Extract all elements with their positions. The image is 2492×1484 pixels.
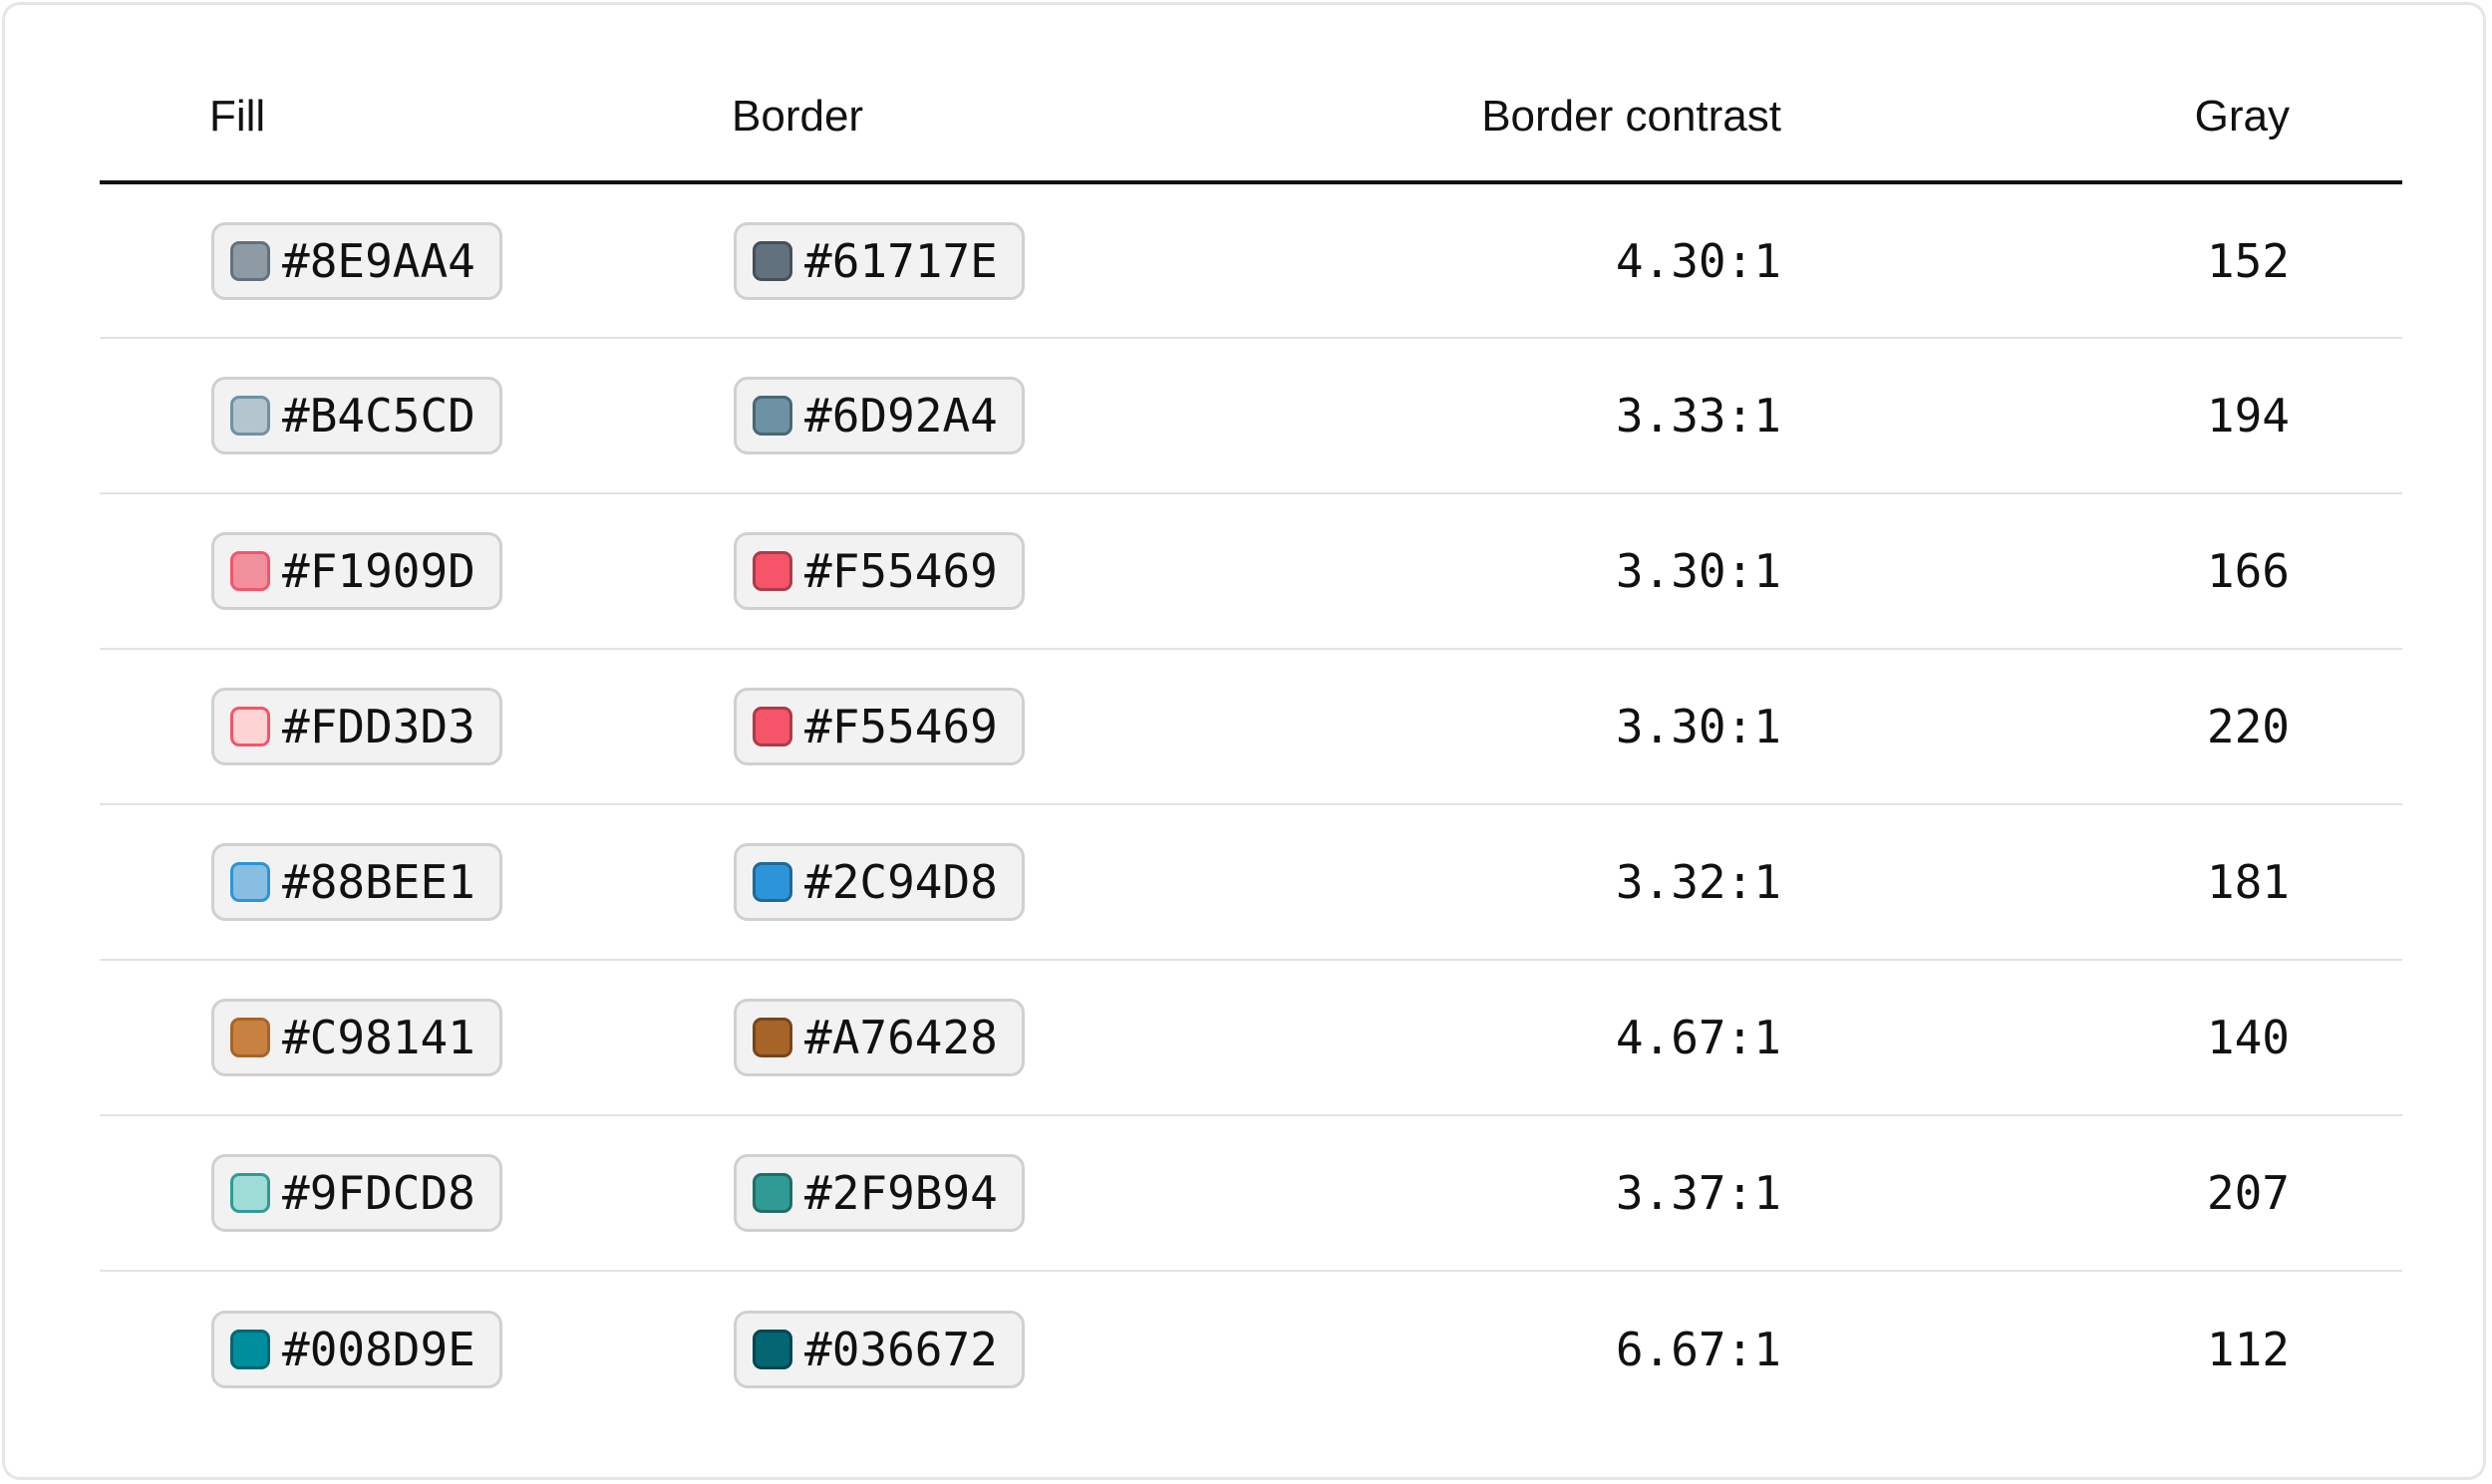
border-contrast-value: 4.30:1 (1144, 182, 1821, 339)
border-cell: #036672 (622, 1271, 1144, 1426)
table-row: #C98141 #A76428 4.67:1 140 (100, 960, 2402, 1116)
fill-cell: #C98141 (100, 960, 622, 1116)
fill-swatch (230, 1018, 270, 1057)
fill-hex-label: #C98141 (282, 1011, 475, 1064)
border-hex-label: #61717E (804, 233, 998, 288)
fill-color-chip: #9FDCD8 (211, 1154, 502, 1232)
border-swatch (753, 396, 792, 436)
header-border: Border (622, 52, 1144, 184)
gray-value: 166 (1821, 493, 2402, 650)
border-cell: #6D92A4 (622, 338, 1144, 494)
gray-value: 207 (1821, 1115, 2402, 1272)
fill-color-chip: #8E9AA4 (211, 221, 502, 300)
border-swatch (753, 1329, 792, 1369)
color-contrast-table: Fill Border Border contrast Gray #8E9AA4… (100, 52, 2402, 1426)
border-hex-label: #F55469 (804, 700, 998, 753)
fill-swatch (230, 551, 270, 591)
header-fill: Fill (100, 52, 622, 184)
table-row: #008D9E #036672 6.67:1 112 (100, 1271, 2402, 1426)
border-cell: #A76428 (622, 960, 1144, 1116)
border-contrast-value: 3.32:1 (1144, 804, 1821, 961)
table-row: #B4C5CD #6D92A4 3.33:1 194 (100, 338, 2402, 494)
fill-swatch (230, 707, 270, 746)
border-cell: #2C94D8 (622, 804, 1144, 961)
table-row: #9FDCD8 #2F9B94 3.37:1 207 (100, 1115, 2402, 1272)
border-cell: #61717E (622, 182, 1144, 339)
border-cell: #2F9B94 (622, 1115, 1144, 1272)
fill-color-chip: #88BEE1 (211, 843, 502, 921)
fill-hex-label: #008D9E (282, 1322, 475, 1376)
fill-cell: #88BEE1 (100, 804, 622, 961)
header-row: Fill Border Border contrast Gray (100, 52, 2402, 184)
header-border-contrast: Border contrast (1144, 52, 1821, 184)
border-contrast-value: 3.33:1 (1144, 338, 1821, 494)
border-contrast-value: 4.67:1 (1144, 960, 1821, 1116)
fill-color-chip: #008D9E (211, 1310, 502, 1388)
fill-cell: #FDD3D3 (100, 649, 622, 805)
border-hex-label: #2C94D8 (804, 855, 998, 909)
fill-hex-label: #FDD3D3 (282, 700, 475, 753)
gray-value: 220 (1821, 649, 2402, 805)
table-row: #8E9AA4 #61717E 4.30:1 152 (100, 182, 2402, 339)
gray-value: 194 (1821, 338, 2402, 494)
fill-color-chip: #F1909D (211, 532, 502, 610)
fill-hex-label: #B4C5CD (282, 389, 475, 443)
gray-value: 140 (1821, 960, 2402, 1116)
border-hex-label: #A76428 (804, 1011, 998, 1064)
table-body: #8E9AA4 #61717E 4.30:1 152 #B4C5CD #6D92… (100, 182, 2402, 1426)
border-color-chip: #F55469 (734, 688, 1025, 765)
border-swatch (753, 707, 792, 746)
border-swatch (753, 1173, 792, 1213)
border-color-chip: #2C94D8 (734, 843, 1025, 921)
gray-value: 152 (1821, 182, 2402, 339)
border-hex-label: #6D92A4 (804, 389, 998, 443)
border-color-chip: #2F9B94 (734, 1154, 1025, 1232)
fill-cell: #B4C5CD (100, 338, 622, 494)
fill-cell: #8E9AA4 (100, 182, 622, 339)
fill-cell: #F1909D (100, 493, 622, 650)
fill-cell: #9FDCD8 (100, 1115, 622, 1272)
border-contrast-value: 3.30:1 (1144, 649, 1821, 805)
fill-color-chip: #C98141 (211, 999, 502, 1076)
border-swatch (753, 1018, 792, 1057)
border-contrast-value: 3.30:1 (1144, 493, 1821, 650)
border-cell: #F55469 (622, 493, 1144, 650)
fill-swatch (230, 240, 270, 281)
border-color-chip: #61717E (734, 221, 1025, 300)
fill-hex-label: #9FDCD8 (282, 1166, 475, 1220)
fill-swatch (230, 1173, 270, 1213)
header-gray: Gray (1821, 52, 2402, 184)
fill-hex-label: #F1909D (282, 544, 475, 598)
border-hex-label: #036672 (804, 1322, 998, 1376)
fill-color-chip: #FDD3D3 (211, 688, 502, 765)
gray-value: 181 (1821, 804, 2402, 961)
fill-cell: #008D9E (100, 1271, 622, 1426)
border-swatch (753, 240, 792, 281)
border-contrast-value: 3.37:1 (1144, 1115, 1821, 1272)
table-row: #F1909D #F55469 3.30:1 166 (100, 493, 2402, 650)
fill-color-chip: #B4C5CD (211, 377, 502, 454)
border-color-chip: #6D92A4 (734, 377, 1025, 454)
border-color-chip: #F55469 (734, 532, 1025, 610)
table-row: #FDD3D3 #F55469 3.30:1 220 (100, 649, 2402, 805)
fill-hex-label: #88BEE1 (282, 855, 475, 909)
table-row: #88BEE1 #2C94D8 3.32:1 181 (100, 804, 2402, 961)
border-hex-label: #F55469 (804, 544, 998, 598)
border-color-chip: #A76428 (734, 999, 1025, 1076)
gray-value: 112 (2206, 1322, 2290, 1376)
fill-swatch (230, 862, 270, 902)
border-cell: #F55469 (622, 649, 1144, 805)
border-swatch (753, 551, 792, 591)
fill-swatch (230, 1329, 270, 1369)
border-color-chip: #036672 (734, 1310, 1025, 1388)
fill-hex-label: #8E9AA4 (282, 233, 475, 288)
border-swatch (753, 862, 792, 902)
border-contrast-value: 6.67:1 (1615, 1322, 1781, 1376)
fill-swatch (230, 396, 270, 436)
border-hex-label: #2F9B94 (804, 1166, 998, 1220)
